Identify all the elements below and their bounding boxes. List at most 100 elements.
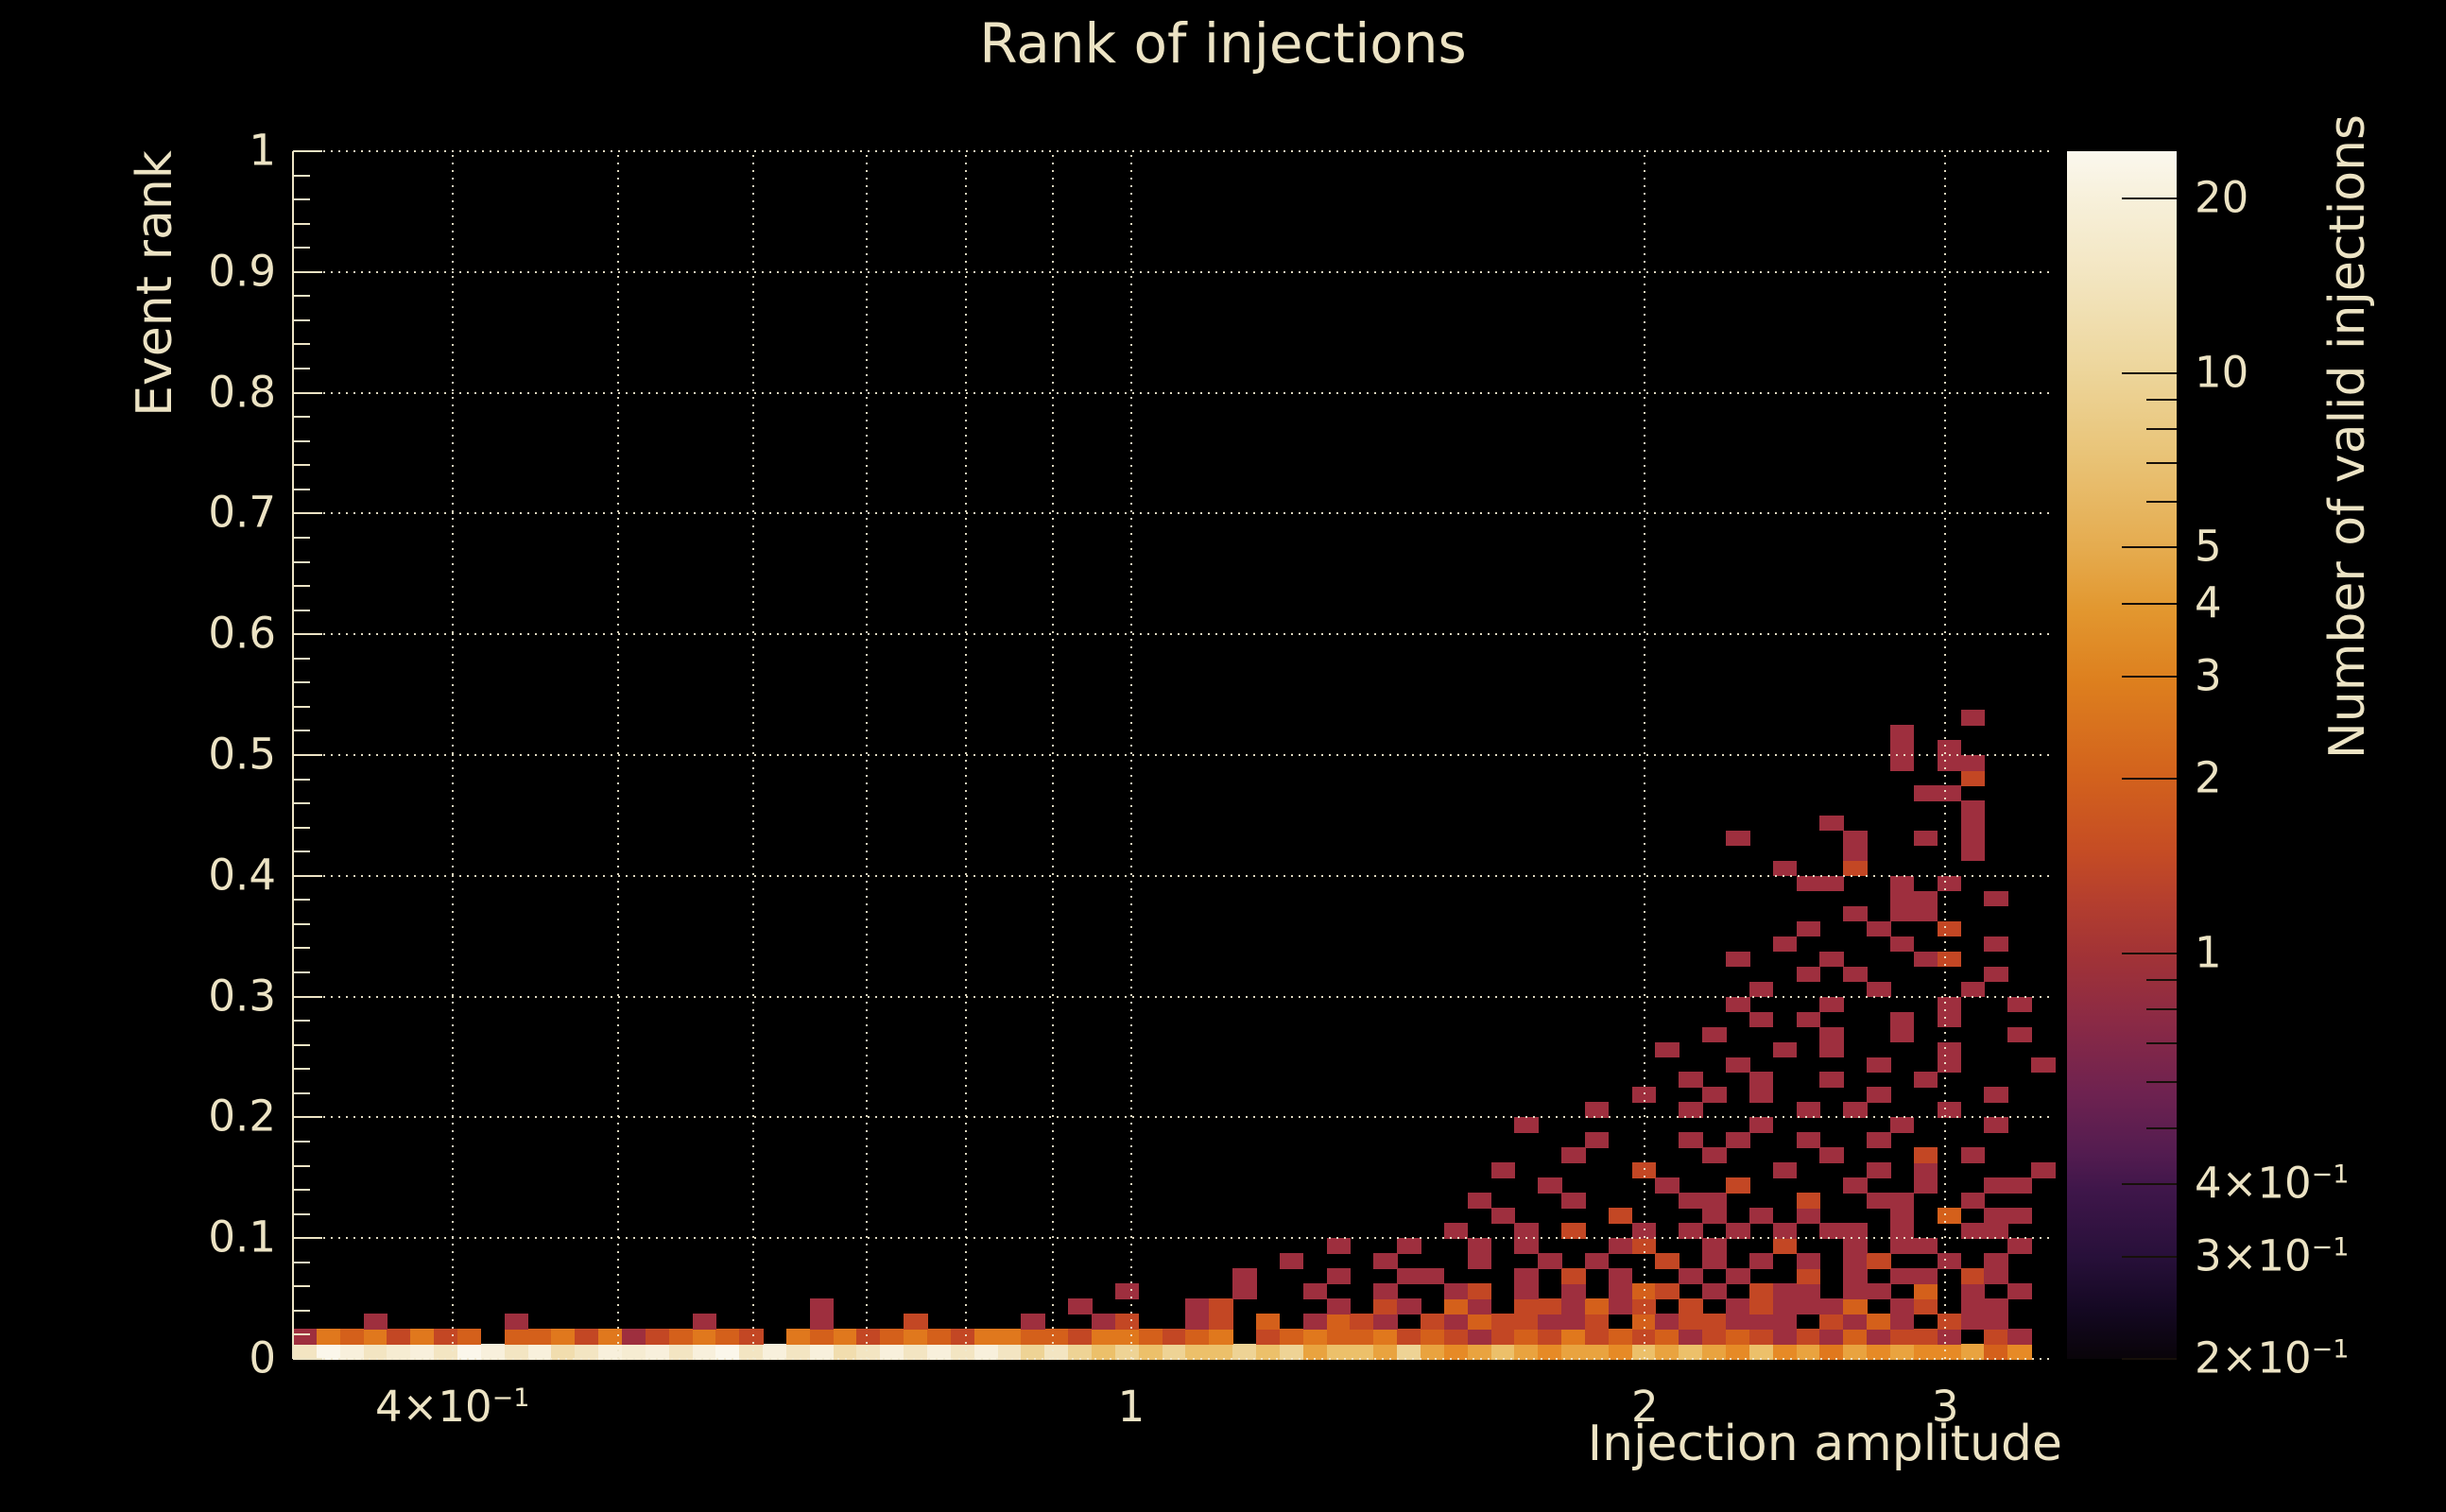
heatmap-cell: [1937, 784, 1962, 801]
exponent: −1: [2311, 1334, 2350, 1365]
gridline-y: [293, 995, 2055, 998]
heatmap-cell: [1960, 830, 1986, 847]
colorbar-tick-label: 4×10−1: [2195, 1158, 2350, 1209]
heatmap-cell: [1984, 1298, 2008, 1314]
heatmap-cell: [1748, 1298, 1774, 1314]
heatmap-cell: [1561, 1283, 1586, 1299]
heatmap-cell: [904, 1329, 928, 1345]
heatmap-cell: [598, 1344, 623, 1360]
heatmap-cell: [1702, 1283, 1727, 1299]
heatmap-cell: [1748, 1344, 1774, 1360]
heatmap-cell: [1867, 1057, 1891, 1074]
heatmap-cell: [950, 1344, 975, 1360]
colorbar-tick-label: 5: [2195, 521, 2222, 572]
heatmap-cell: [1890, 755, 1915, 771]
heatmap-cell: [1185, 1298, 1210, 1314]
heatmap-cell: [504, 1344, 529, 1360]
heatmap-cell: [1960, 1344, 1986, 1360]
heatmap-cell: [1655, 1177, 1679, 1194]
y-axis-minor-tick: [294, 657, 310, 660]
heatmap-cell: [1185, 1344, 1210, 1360]
heatmap-cell: [551, 1329, 576, 1345]
gridline-y: [293, 754, 2055, 756]
colorbar-minor-tick: [2146, 1080, 2177, 1083]
heatmap-cell: [1796, 920, 1821, 937]
colorbar-major-tick: [2122, 602, 2177, 605]
heatmap-cell: [1584, 1314, 1610, 1330]
y-axis-line: [292, 151, 294, 1359]
heatmap-cell: [339, 1344, 365, 1360]
heatmap-cell: [1538, 1329, 1562, 1345]
heatmap-cell: [739, 1329, 764, 1345]
heatmap-cell: [1514, 1223, 1539, 1239]
heatmap-cell: [410, 1329, 435, 1345]
y-axis-minor-tick: [294, 488, 310, 490]
colorbar-title: Number of valid injections: [2319, 113, 2376, 760]
heatmap-cell: [1890, 725, 1915, 741]
heatmap-cell: [1796, 1283, 1821, 1299]
heatmap-cell: [1867, 1253, 1891, 1269]
heatmap-cell: [1796, 1208, 1821, 1224]
heatmap-cell: [1350, 1314, 1374, 1330]
heatmap-cell: [1679, 1193, 1703, 1209]
heatmap-cell: [645, 1329, 670, 1345]
heatmap-cell: [1232, 1344, 1257, 1360]
y-axis-minor-tick: [294, 247, 310, 249]
heatmap-cell: [950, 1329, 975, 1345]
colorbar-minor-tick: [2146, 978, 2177, 981]
heatmap-cell: [1467, 1253, 1492, 1269]
heatmap-cell: [1608, 1283, 1633, 1299]
heatmap-cell: [1726, 1132, 1750, 1148]
y-tick-label: 0.6: [208, 608, 276, 659]
y-axis-minor-tick: [294, 1285, 310, 1288]
heatmap-cell: [1843, 1314, 1868, 1330]
heatmap-cell: [1772, 1238, 1798, 1254]
heatmap-cell: [1890, 1298, 1915, 1314]
heatmap-cell: [1843, 1253, 1868, 1269]
heatmap-cell: [2031, 1162, 2056, 1178]
heatmap-cell: [1960, 1314, 1986, 1330]
heatmap-cell: [1843, 1344, 1868, 1360]
heatmap-cell: [1937, 1011, 1962, 1028]
heatmap-cell: [1561, 1344, 1586, 1360]
heatmap-cell: [1467, 1329, 1492, 1345]
heatmap-cell: [1913, 1238, 1938, 1254]
heatmap-cell: [1702, 1344, 1727, 1360]
y-axis-minor-tick: [294, 343, 310, 346]
heatmap-cell: [1373, 1314, 1398, 1330]
colorbar-minor-tick: [2146, 1126, 2177, 1129]
heatmap-cell: [316, 1344, 341, 1360]
y-axis-minor-tick: [294, 1333, 310, 1336]
x-tick-label: 1: [1117, 1382, 1145, 1432]
y-axis-minor-tick: [294, 705, 310, 708]
heatmap-cell: [1867, 1087, 1891, 1103]
heatmap-cell: [1960, 1223, 1986, 1239]
heatmap-cell: [1420, 1268, 1445, 1284]
y-axis-minor-tick: [294, 971, 310, 974]
heatmap-cell: [1350, 1329, 1374, 1345]
heatmap-cell: [1890, 1193, 1915, 1209]
heatmap-cell: [692, 1314, 716, 1330]
heatmap-cell: [1984, 966, 2008, 983]
heatmap-cell: [1913, 1147, 1938, 1163]
y-axis-minor-tick: [294, 850, 310, 853]
heatmap-cell: [1748, 1011, 1774, 1028]
heatmap-cell: [1867, 1193, 1891, 1209]
heatmap-cell: [833, 1329, 858, 1345]
gridline-x: [1130, 151, 1132, 1359]
heatmap-cell: [1748, 1329, 1774, 1345]
x-axis-title: Injection amplitude: [1587, 1416, 2062, 1472]
colorbar-major-tick: [2122, 1358, 2177, 1360]
heatmap-cell: [1608, 1208, 1633, 1224]
heatmap-cell: [1279, 1329, 1304, 1345]
y-axis-minor-tick: [294, 681, 310, 684]
heatmap-cell: [1162, 1344, 1187, 1360]
heatmap-cell: [1538, 1298, 1562, 1314]
heatmap-cell: [927, 1329, 952, 1345]
y-axis-minor-tick: [294, 1189, 310, 1192]
heatmap-cell: [1726, 1268, 1750, 1284]
heatmap-cell: [1092, 1344, 1116, 1360]
colorbar-minor-tick: [2146, 1041, 2177, 1044]
y-axis-minor-tick: [294, 1261, 310, 1263]
colorbar-tick-label: 3×10−1: [2195, 1230, 2350, 1281]
